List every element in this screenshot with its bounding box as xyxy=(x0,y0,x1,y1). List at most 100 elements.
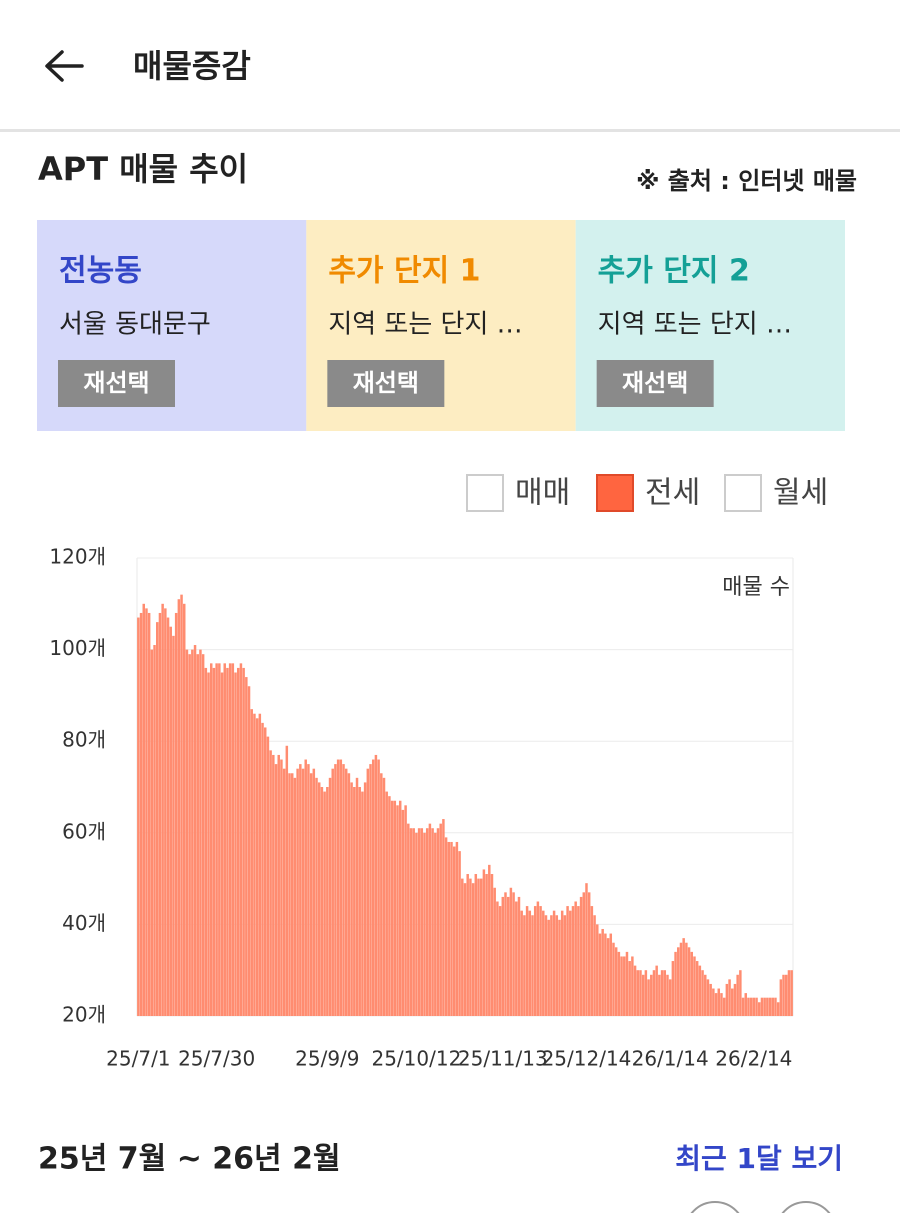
bar xyxy=(261,722,264,1016)
checkbox-label[interactable]: 전세 xyxy=(645,476,700,511)
bar xyxy=(633,965,637,1016)
bar xyxy=(606,938,610,1016)
bar xyxy=(239,663,243,1016)
bar xyxy=(169,626,172,1016)
bar xyxy=(563,915,567,1016)
bar xyxy=(679,942,683,1016)
bar xyxy=(425,828,429,1016)
filter-checkbox[interactable]: 매매 xyxy=(466,474,570,512)
y-tick-label: 60개 xyxy=(62,819,106,843)
bar xyxy=(156,622,159,1016)
card-region: 지역 또는 단지 … xyxy=(328,310,522,340)
button-background[interactable] xyxy=(58,360,175,407)
bar xyxy=(358,787,361,1016)
nav-button[interactable] xyxy=(685,1201,745,1213)
checkbox-label[interactable]: 매매 xyxy=(515,476,570,511)
bar xyxy=(671,961,675,1016)
bar xyxy=(420,828,424,1016)
bar xyxy=(366,768,370,1016)
checkbox[interactable] xyxy=(466,474,504,512)
x-tick-label: 26/2/14 xyxy=(715,1047,792,1071)
bar xyxy=(336,759,340,1016)
bar xyxy=(258,713,262,1016)
bar xyxy=(663,970,667,1016)
bar xyxy=(593,915,596,1016)
bar xyxy=(785,974,788,1016)
bar xyxy=(474,874,478,1016)
bar xyxy=(555,915,559,1016)
bar xyxy=(401,809,405,1016)
area-card[interactable]: 추가 단지 2 지역 또는 단지 … 재선택 xyxy=(575,220,845,431)
bar xyxy=(415,832,418,1016)
reselect-button[interactable]: 재선택 xyxy=(58,360,175,407)
bar xyxy=(191,649,194,1016)
button-label[interactable]: 재선택 xyxy=(83,369,149,397)
bar xyxy=(161,603,164,1016)
bar xyxy=(304,759,307,1016)
bar xyxy=(706,979,710,1016)
bar xyxy=(768,997,772,1016)
bar xyxy=(137,617,140,1016)
bar xyxy=(625,951,629,1016)
chart-annotation: 매물 수 xyxy=(722,575,790,600)
bar xyxy=(758,1002,761,1016)
nav-button[interactable] xyxy=(776,1201,836,1213)
back-arrow[interactable] xyxy=(45,50,84,82)
back-button[interactable] xyxy=(45,50,84,82)
bar xyxy=(677,947,680,1016)
bar xyxy=(242,667,245,1016)
bar xyxy=(388,796,391,1016)
bar xyxy=(339,759,343,1016)
bar xyxy=(582,892,586,1016)
recent-month-link[interactable]: 최근 1달 보기 xyxy=(675,1142,843,1175)
bar xyxy=(407,823,410,1016)
bar xyxy=(652,970,656,1016)
bar xyxy=(550,915,553,1016)
button-background[interactable] xyxy=(327,360,445,407)
area-card[interactable]: 추가 단지 1 지역 또는 단지 … 재선택 xyxy=(306,220,576,431)
bar xyxy=(331,768,334,1016)
bar xyxy=(544,915,548,1016)
bar xyxy=(215,663,218,1016)
reselect-button[interactable]: 재선택 xyxy=(327,360,445,407)
bar xyxy=(323,791,326,1016)
bar xyxy=(417,828,421,1016)
bar xyxy=(528,910,532,1016)
button-label[interactable]: 재선택 xyxy=(622,369,688,397)
x-tick-label: 25/7/30 xyxy=(178,1047,255,1071)
bar xyxy=(444,837,448,1016)
bar xyxy=(587,892,591,1016)
bar xyxy=(285,745,289,1016)
filter-checkbox[interactable]: 전세 xyxy=(596,474,700,512)
reselect-button[interactable]: 재선택 xyxy=(596,360,714,407)
bar xyxy=(209,663,213,1016)
button-label[interactable]: 재선택 xyxy=(353,369,419,397)
checkbox-label[interactable]: 월세 xyxy=(773,476,828,511)
y-tick-label: 120개 xyxy=(49,545,106,569)
bar xyxy=(620,956,623,1016)
checkbox[interactable] xyxy=(596,474,634,512)
bar xyxy=(720,993,723,1016)
button-background[interactable] xyxy=(596,360,714,407)
filter-checkbox[interactable]: 월세 xyxy=(724,474,828,512)
bar xyxy=(280,759,283,1016)
bar xyxy=(266,736,270,1016)
checkbox[interactable] xyxy=(724,474,762,512)
bar xyxy=(428,823,432,1016)
bar xyxy=(253,713,256,1016)
bar xyxy=(760,997,764,1016)
bar xyxy=(604,933,607,1016)
x-tick-label: 25/9/9 xyxy=(295,1047,359,1071)
bar xyxy=(274,764,278,1016)
bar xyxy=(361,791,364,1016)
bar xyxy=(309,773,313,1016)
bar xyxy=(166,617,170,1016)
bar xyxy=(199,649,202,1016)
bar xyxy=(736,974,739,1016)
y-tick-label: 20개 xyxy=(62,1003,106,1027)
bar xyxy=(207,672,210,1016)
